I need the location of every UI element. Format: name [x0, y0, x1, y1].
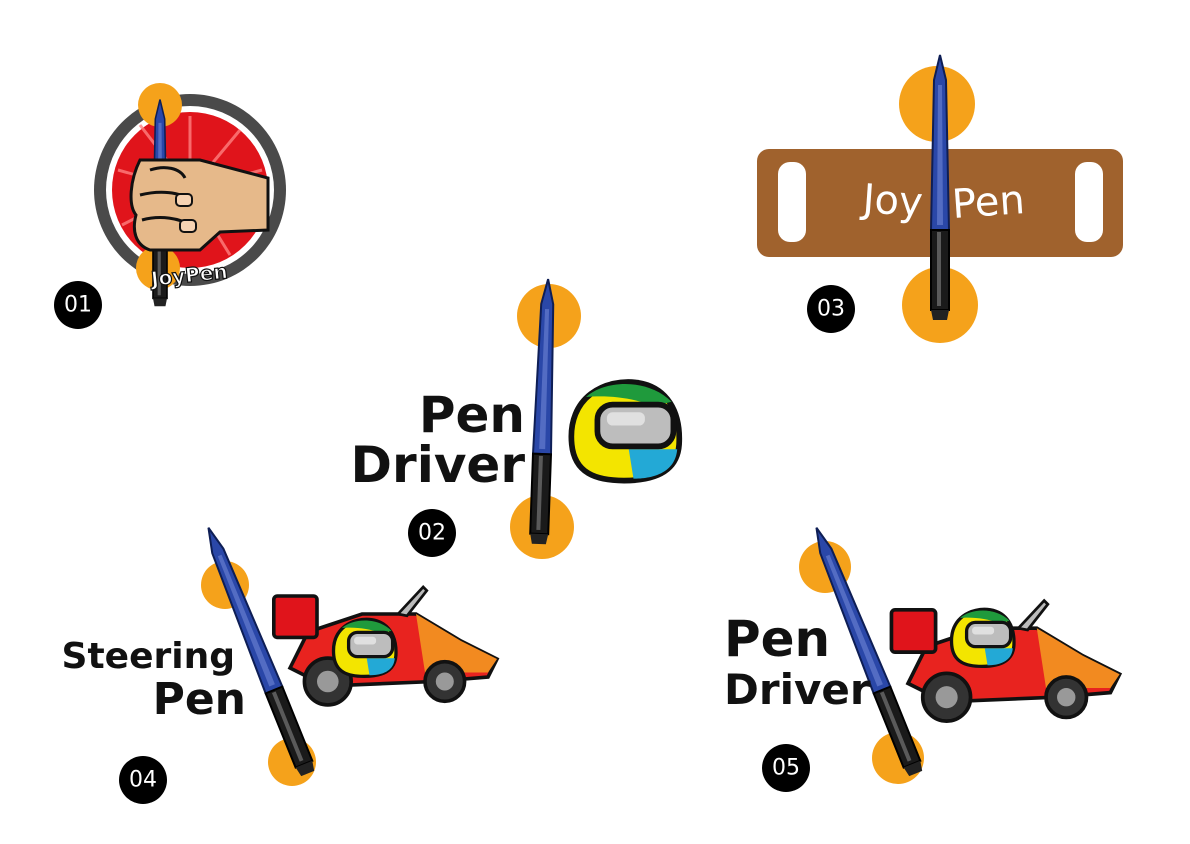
helmet-icon [571, 382, 679, 481]
fist-icon [129, 158, 270, 252]
logo-04-line1: Steering [62, 636, 235, 677]
logo-03-word2: Pen [950, 177, 1026, 228]
badge-04-number: 04 [129, 768, 157, 793]
badge-01 [54, 281, 102, 329]
helmet-icon [949, 607, 1016, 669]
logo-01: JoyPen 01 [54, 83, 286, 329]
badge-05 [762, 744, 810, 792]
slot-left [778, 162, 806, 242]
logo-03-word1: Joy [858, 176, 924, 226]
badge-03-number: 03 [817, 297, 845, 322]
logo-05-line1: Pen [724, 610, 830, 668]
badge-04 [119, 756, 167, 804]
helmet-icon [331, 617, 398, 679]
badge-05-number: 05 [772, 756, 800, 781]
logo-04: Steering Pen 04 [62, 523, 499, 804]
logo-04-line2: Pen [153, 674, 246, 725]
pen-icon [930, 54, 950, 321]
logo-05: Pen Driver 05 [724, 523, 1122, 792]
badge-02 [408, 509, 456, 557]
logo-03: Joy Pen 03 [757, 54, 1123, 343]
logo-02: Pen Driver 02 [351, 277, 680, 559]
logo-01-text: JoyPen [148, 259, 229, 291]
badge-03 [807, 285, 855, 333]
badge-02-number: 02 [418, 521, 446, 546]
logo-02-line1: Pen [419, 386, 525, 444]
logo-02-line2: Driver [351, 436, 526, 494]
badge-01-number: 01 [64, 293, 92, 318]
logo-05-line2: Driver [724, 665, 871, 714]
slot-right [1075, 162, 1103, 242]
